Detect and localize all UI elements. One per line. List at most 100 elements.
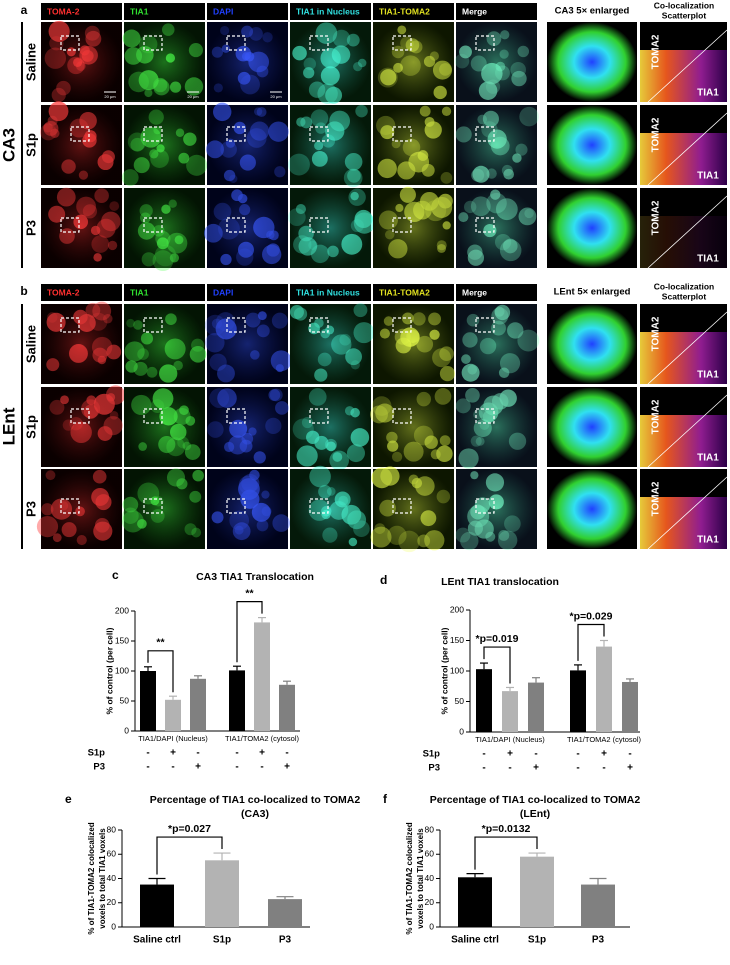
enlarged-image xyxy=(547,387,637,467)
roi-box xyxy=(143,35,163,51)
roi-box xyxy=(309,217,329,233)
treatment-sign: - xyxy=(146,762,149,773)
y-tick-label: 100 xyxy=(450,665,464,675)
chart-title: LEnt TIA1 translocation xyxy=(441,576,559,588)
treatment-sign: - xyxy=(628,749,631,760)
enlarged-image xyxy=(547,469,637,549)
roi-box xyxy=(143,317,163,333)
roi-box xyxy=(475,126,495,142)
significance-bracket xyxy=(474,836,538,870)
chart-title: Percentage of TIA1 co-localized to TOMA2 xyxy=(150,794,361,806)
x-tick-label: TIA1/TOMA2 (cytosol) xyxy=(225,734,300,743)
roi-box xyxy=(475,317,495,333)
roi-box xyxy=(226,35,246,51)
micrograph-tint xyxy=(41,22,122,102)
micrograph-tint xyxy=(456,105,537,185)
y-axis-label: % of control (per cell) xyxy=(104,627,114,714)
bar xyxy=(476,669,492,732)
micrograph-tint xyxy=(290,22,371,102)
enlarged-header-bg xyxy=(547,284,637,301)
treatment-sign: - xyxy=(285,748,288,759)
column-header: Merge xyxy=(462,287,487,297)
significance-label: ** xyxy=(156,637,165,649)
column-header: TIA1-TOMA2 xyxy=(379,287,430,297)
treatment-sign: - xyxy=(235,762,238,773)
scatterplot-density xyxy=(640,133,727,185)
x-tick-label: P3 xyxy=(592,935,605,946)
scatter-x-label: TIA1 xyxy=(697,453,719,464)
column-header-bg xyxy=(456,3,537,20)
row-label: Saline xyxy=(23,325,38,363)
micrograph-tint xyxy=(290,304,371,384)
enlarged-image xyxy=(547,304,637,384)
roi-box xyxy=(309,317,329,333)
row-label: S1p xyxy=(23,133,38,157)
roi-box xyxy=(475,217,495,233)
roi-box xyxy=(392,217,412,233)
y-tick-label: 200 xyxy=(450,604,464,614)
micrograph-tint xyxy=(373,387,454,467)
roi-box xyxy=(226,317,246,333)
roi-box xyxy=(226,408,246,424)
treatment-sign: - xyxy=(576,763,579,774)
y-tick-label: 40 xyxy=(425,873,435,883)
roi-box xyxy=(60,35,80,51)
bar xyxy=(254,622,270,731)
significance-bracket xyxy=(577,623,605,661)
column-header: TIA1 in Nucleus xyxy=(296,287,360,297)
treatment-sign: + xyxy=(627,763,633,774)
micrograph-tint xyxy=(207,387,288,467)
enlarged-title: LEnt 5× enlarged xyxy=(554,287,631,298)
micrograph-tint xyxy=(124,304,205,384)
scatter-title: Co-localization xyxy=(654,281,714,291)
chart-title: CA3 TIA1 Translocation xyxy=(196,571,314,583)
bar xyxy=(570,670,586,732)
scatterplot-density xyxy=(640,497,727,549)
panel-label: c xyxy=(112,568,119,582)
micrograph-tint xyxy=(456,469,537,549)
scatter-x-label: TIA1 xyxy=(697,370,719,381)
scatter-y-label: TOMA2 xyxy=(651,200,662,235)
scatter-diagonal xyxy=(647,476,728,550)
significance-bracket xyxy=(156,836,223,875)
treatment-sign: - xyxy=(534,749,537,760)
scatter-y-label: TOMA2 xyxy=(651,481,662,516)
scatter-x-label: TIA1 xyxy=(697,88,719,99)
micrograph-tint xyxy=(207,304,288,384)
scale-bar-label: 20 μm xyxy=(187,94,199,99)
micrograph-tint xyxy=(124,105,205,185)
significance-label: *p=0.029 xyxy=(570,610,613,622)
panel-label: a xyxy=(21,3,28,17)
scatter-x-label: TIA1 xyxy=(697,535,719,546)
scatter-x-label: TIA1 xyxy=(697,254,719,265)
treatment-label: P3 xyxy=(93,762,105,773)
y-tick-label: 100 xyxy=(115,665,129,675)
treatment-sign: - xyxy=(146,748,149,759)
micrograph-tint xyxy=(124,469,205,549)
micrograph-tint xyxy=(456,22,537,102)
y-axis-label: voxels to total TIA1 voxels xyxy=(98,828,107,929)
treatment-sign: + xyxy=(284,762,290,773)
roi-box xyxy=(392,126,412,142)
enlarged-image xyxy=(547,188,637,268)
micrograph-tint xyxy=(41,387,122,467)
treatment-sign: - xyxy=(508,763,511,774)
significance-label: *p=0.027 xyxy=(168,823,211,835)
roi-box xyxy=(143,498,163,514)
bar xyxy=(190,678,206,731)
treatment-label: S1p xyxy=(423,749,441,760)
scatter-diagonal xyxy=(647,29,728,103)
micrograph-tint xyxy=(41,304,122,384)
scatter-y-label: TOMA2 xyxy=(651,117,662,152)
y-axis-label: % of TIA1-TOMA2 colocalized xyxy=(405,822,414,934)
scatter-title: Co-localization xyxy=(654,0,714,10)
region-label: LEnt xyxy=(0,407,18,445)
y-axis-label: voxels to total TIA1 voxels xyxy=(416,828,425,929)
bar xyxy=(229,670,245,731)
treatment-sign: + xyxy=(533,763,539,774)
panel-label: f xyxy=(383,792,388,806)
panel-label: e xyxy=(65,792,72,806)
column-header: TOMA-2 xyxy=(47,6,80,16)
roi-box xyxy=(392,317,412,333)
x-tick-label: TIA1/TOMA2 (cytosol) xyxy=(567,735,642,744)
